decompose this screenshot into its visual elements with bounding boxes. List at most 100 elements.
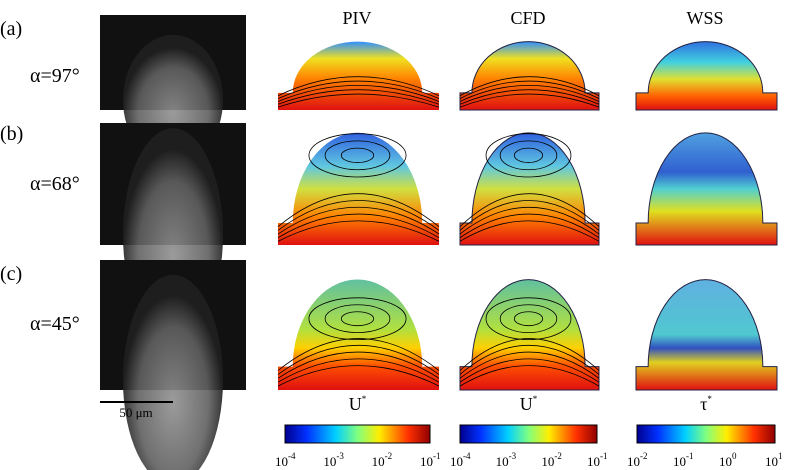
tick-exp: 1	[778, 451, 783, 461]
tick-exp: -2	[554, 451, 562, 461]
streamline	[277, 220, 440, 242]
colorbar-tick-label: 10-4	[450, 451, 471, 469]
row-label: (b)	[0, 123, 23, 145]
streamline	[459, 85, 600, 102]
column-header: CFD	[510, 8, 545, 28]
colorbar-title: U*	[349, 394, 367, 414]
streamline	[277, 358, 440, 383]
colorbar-tick-label: 10-1	[420, 451, 441, 469]
streamline	[459, 213, 600, 239]
panels	[100, 15, 778, 470]
streamline	[459, 200, 600, 231]
vortex-line	[324, 304, 391, 334]
tick-exp: -3	[336, 451, 344, 461]
colorbar-tick-label: 10-2	[541, 451, 562, 469]
streamline	[459, 345, 600, 375]
vortex-line	[340, 311, 375, 327]
symbol: U	[520, 394, 533, 414]
column-header: WSS	[686, 8, 723, 28]
streamline	[277, 365, 440, 387]
streamline	[277, 351, 440, 379]
vortex-line	[308, 133, 407, 178]
angle-label: α=45°	[30, 313, 80, 335]
tick-exp: -4	[463, 451, 471, 461]
streamline	[277, 344, 440, 375]
colorbar	[459, 424, 598, 444]
colorbar-tick-label: 10-1	[673, 451, 694, 469]
column-header: PIV	[342, 8, 371, 28]
streamline	[459, 76, 600, 97]
vortex-line	[499, 140, 558, 171]
streamline	[277, 76, 440, 97]
streamline	[277, 80, 440, 99]
field-panel	[635, 279, 778, 391]
tick-exp: -1	[600, 451, 608, 461]
angle-label: α=97°	[30, 65, 80, 87]
vortex-line	[324, 140, 391, 171]
streamline	[459, 338, 600, 371]
streamline	[459, 207, 600, 235]
tick-exp: -3	[509, 451, 517, 461]
field-panel	[635, 41, 778, 111]
vortex-line	[485, 297, 572, 340]
tick-exp: -4	[288, 451, 296, 461]
streamline	[277, 200, 440, 231]
field-panel	[278, 279, 439, 390]
vortex-line	[340, 147, 375, 163]
streamline	[459, 365, 600, 387]
streamline	[459, 89, 600, 105]
streamline	[459, 80, 600, 99]
colorbar	[284, 424, 431, 444]
streamline	[459, 351, 600, 379]
row-label: (c)	[0, 263, 22, 285]
field-panel	[459, 41, 600, 111]
colorbar-title: U*	[520, 394, 538, 414]
streamline	[277, 206, 440, 235]
tick-base: 10	[587, 454, 600, 469]
tick-exp: 0	[732, 451, 737, 461]
tick-base: 10	[275, 454, 288, 469]
tick-exp: -2	[385, 451, 393, 461]
vortex-line	[308, 297, 407, 340]
symbol-sup: *	[362, 394, 367, 404]
tick-base: 10	[673, 454, 686, 469]
symbol: τ	[700, 394, 707, 414]
vortex-line	[513, 147, 544, 163]
tick-base: 10	[450, 454, 463, 469]
streamline	[277, 89, 440, 105]
colorbar	[636, 424, 776, 444]
tick-base: 10	[719, 454, 732, 469]
symbol: U	[349, 394, 362, 414]
colorbar-tick-label: 10-2	[372, 451, 393, 469]
colorbar-tick-label: 10-4	[275, 451, 296, 469]
vortex-line	[499, 304, 558, 334]
streamline	[277, 93, 440, 108]
streamline	[277, 193, 440, 228]
tick-exp: -2	[640, 451, 648, 461]
colorbar-title: τ*	[700, 394, 712, 414]
colorbar-tick-label: 10-2	[627, 451, 648, 469]
streamline	[459, 220, 600, 242]
streamline	[277, 338, 440, 371]
symbol-sup: *	[707, 394, 712, 404]
tick-base: 10	[496, 454, 509, 469]
streamline	[277, 84, 440, 102]
vortex-line	[485, 133, 572, 178]
colorbar-tick-label: 101	[765, 451, 783, 469]
tick-exp: -1	[433, 451, 441, 461]
colorbar-tick-label: 10-3	[323, 451, 344, 469]
symbol-sup: *	[533, 394, 538, 404]
streamline	[277, 213, 440, 239]
tick-base: 10	[420, 454, 433, 469]
angle-label: α=68°	[30, 173, 80, 195]
row-label: (a)	[0, 18, 22, 40]
streamline	[459, 358, 600, 383]
field-panel	[278, 132, 439, 245]
field-panel	[635, 132, 778, 246]
field-panel	[459, 132, 600, 246]
tick-base: 10	[627, 454, 640, 469]
tick-exp: -1	[686, 451, 694, 461]
colorbar-tick-label: 10-1	[587, 451, 608, 469]
vortex-line	[513, 311, 544, 327]
